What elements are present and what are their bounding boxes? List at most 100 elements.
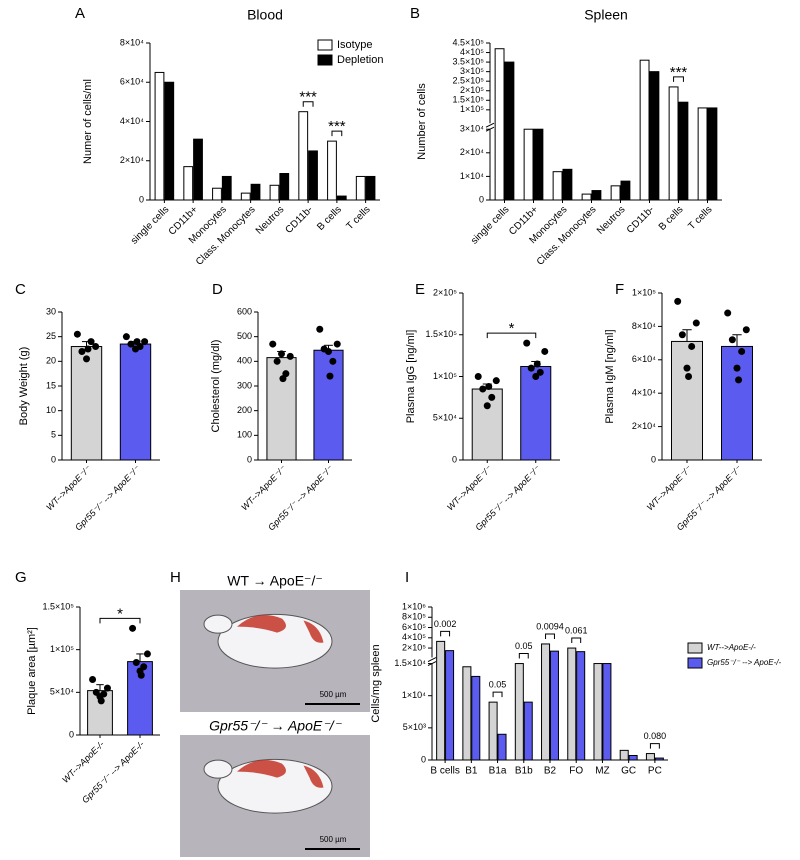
legend-label: Depletion — [337, 54, 383, 66]
bar — [668, 86, 679, 201]
bar — [533, 128, 544, 201]
plaque-stain — [237, 615, 286, 633]
y-tick-label: 1.5×10⁵ — [452, 95, 484, 105]
axis-break — [427, 657, 437, 662]
legend-swatch — [687, 657, 703, 669]
bar — [488, 701, 498, 761]
bar — [212, 187, 222, 201]
y-tick-label: 2×10⁵ — [402, 642, 426, 652]
bar — [471, 388, 503, 461]
bar — [462, 666, 472, 761]
data-point — [527, 364, 535, 372]
significance-bracket — [492, 691, 503, 698]
bar — [355, 175, 366, 201]
panel-letter: F — [615, 281, 624, 298]
bar — [183, 166, 194, 201]
bar — [549, 650, 559, 761]
bar — [221, 175, 232, 201]
y-tick-label: 0 — [479, 194, 484, 204]
data-point — [742, 326, 750, 334]
legend-swatch — [687, 642, 703, 654]
data-point — [533, 360, 541, 368]
data-point — [84, 345, 92, 353]
plaque-stain — [237, 760, 286, 778]
y-tick-label: 1×10⁵ — [433, 371, 457, 381]
panel-letter: D — [212, 281, 223, 298]
data-point — [133, 338, 141, 346]
bar — [269, 184, 280, 201]
legend-label: Isotype — [337, 39, 372, 51]
y-tick-label: 1.5×10⁵ — [425, 329, 457, 339]
data-point — [728, 336, 736, 344]
data-point — [733, 364, 741, 372]
data-point — [735, 376, 743, 384]
y-tick-label: 1×10⁵ — [460, 104, 484, 114]
data-point — [738, 347, 746, 355]
y-axis-label: Cells/mg spleen — [370, 644, 382, 722]
x-tick-label: PC — [648, 766, 662, 777]
y-tick-label: 2×10⁵ — [433, 287, 457, 297]
y-axis-label: Numer of cells/ml — [82, 79, 94, 164]
vessel-lumen — [203, 614, 233, 634]
data-point — [132, 658, 140, 666]
x-tick-label: B cells — [430, 766, 459, 777]
bar — [671, 340, 703, 461]
y-tick-label: 0 — [421, 754, 426, 764]
bar — [445, 650, 455, 761]
y-tick-label: 3×10⁴ — [460, 124, 484, 134]
data-point — [683, 364, 691, 372]
vessel-lumen — [217, 613, 333, 669]
data-point — [688, 342, 696, 350]
data-point — [103, 684, 111, 692]
y-tick-label: 1×10⁵ — [632, 287, 656, 297]
y-tick-label: 6×10⁵ — [402, 622, 426, 632]
y-tick-label: 500 — [237, 331, 252, 341]
significance-bracket — [486, 332, 537, 339]
panel-letter: A — [75, 5, 85, 22]
legend-swatch — [317, 39, 333, 51]
bar — [250, 183, 261, 201]
bar — [576, 651, 586, 761]
bar — [365, 175, 376, 201]
y-tick-label: 2×10⁴ — [120, 155, 144, 165]
bar — [678, 101, 689, 201]
y-tick-label: 200 — [237, 405, 252, 415]
data-point — [316, 325, 324, 333]
bar — [628, 754, 638, 761]
y-axis-label: Number of cells — [416, 83, 428, 160]
bar — [240, 192, 251, 201]
data-point — [141, 338, 149, 346]
bar — [619, 749, 629, 761]
axis-break — [485, 122, 495, 128]
panel-letter: B — [410, 5, 420, 22]
y-tick-label: 5×10³ — [403, 722, 426, 732]
y-axis-label: Plaque area [µm²] — [26, 627, 38, 715]
chart-title: Spleen — [584, 7, 628, 23]
data-point — [532, 373, 540, 380]
bar — [562, 168, 573, 201]
bar — [193, 138, 203, 201]
y-tick-label: 5×10⁴ — [433, 413, 457, 423]
bar — [308, 150, 318, 201]
significance-bracket — [518, 653, 529, 659]
bar — [279, 173, 290, 201]
y-tick-label: 8×10⁴ — [632, 321, 656, 331]
data-point — [78, 347, 86, 355]
bar — [593, 663, 603, 761]
bar — [552, 171, 563, 201]
significance-label: * — [509, 320, 515, 337]
y-tick-label: 4.5×10⁵ — [452, 37, 484, 47]
panel-letter: C — [15, 281, 26, 298]
bar — [639, 59, 650, 201]
data-point — [724, 309, 732, 317]
vessel-lumen — [203, 759, 233, 779]
bar — [567, 647, 577, 761]
data-point — [541, 347, 549, 355]
y-tick-label: 20 — [46, 356, 56, 366]
data-point — [692, 319, 700, 327]
y-tick-label: 15 — [46, 380, 56, 390]
bar — [266, 357, 297, 461]
bar — [154, 71, 165, 201]
bar — [494, 48, 505, 201]
bar — [721, 345, 753, 461]
